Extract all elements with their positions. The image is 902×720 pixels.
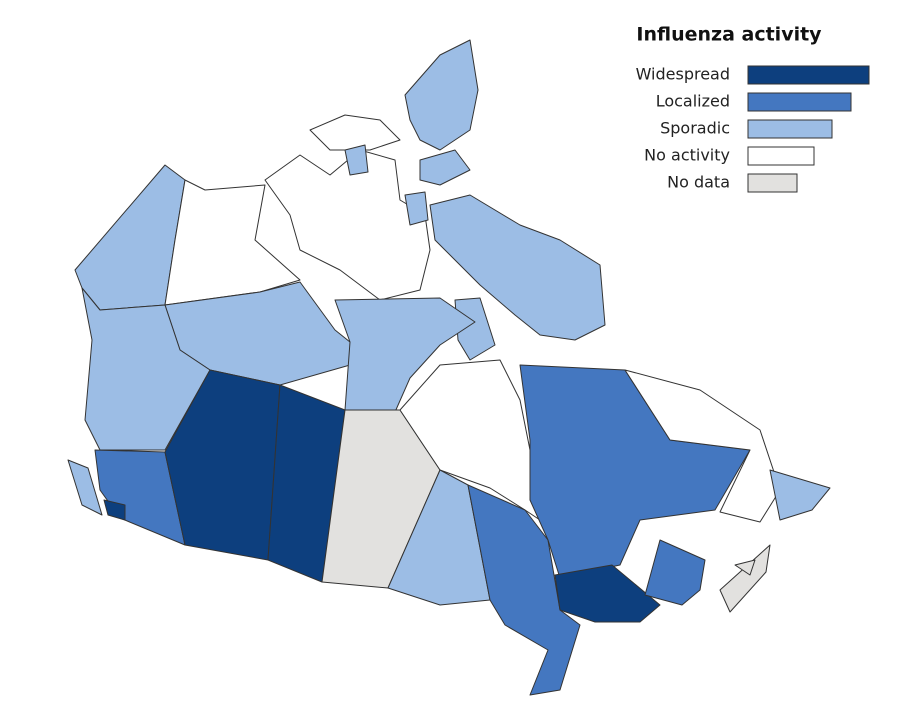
region bbox=[769, 469, 831, 521]
legend-label: No activity bbox=[644, 146, 730, 165]
legend-title: Influenza activity bbox=[636, 24, 822, 46]
region bbox=[734, 559, 756, 576]
region bbox=[419, 149, 471, 186]
region bbox=[94, 449, 186, 546]
region bbox=[404, 39, 479, 151]
region bbox=[344, 144, 369, 176]
region bbox=[309, 114, 401, 151]
region bbox=[264, 149, 431, 301]
legend-swatch bbox=[747, 119, 833, 139]
region bbox=[624, 369, 781, 523]
legend-label: No data bbox=[667, 173, 730, 192]
legend: Influenza activity Widespread Localized Sp… bbox=[636, 24, 870, 193]
region bbox=[164, 179, 301, 306]
legend-label: Localized bbox=[656, 92, 730, 111]
region bbox=[519, 364, 751, 579]
region bbox=[719, 544, 771, 613]
region bbox=[554, 564, 661, 623]
legend-swatch bbox=[747, 146, 815, 166]
legend-label: Widespread bbox=[636, 65, 730, 84]
legend-label: Sporadic bbox=[660, 119, 730, 138]
map-regions bbox=[67, 39, 831, 696]
region bbox=[334, 297, 476, 413]
region bbox=[164, 369, 281, 561]
region bbox=[67, 459, 103, 516]
legend-swatch bbox=[747, 173, 798, 193]
legend-swatch bbox=[747, 65, 870, 85]
region bbox=[387, 469, 491, 606]
region bbox=[644, 539, 706, 606]
legend-swatch bbox=[747, 92, 852, 112]
region bbox=[429, 194, 606, 341]
region bbox=[467, 484, 581, 696]
region bbox=[404, 191, 429, 226]
region bbox=[103, 499, 126, 521]
